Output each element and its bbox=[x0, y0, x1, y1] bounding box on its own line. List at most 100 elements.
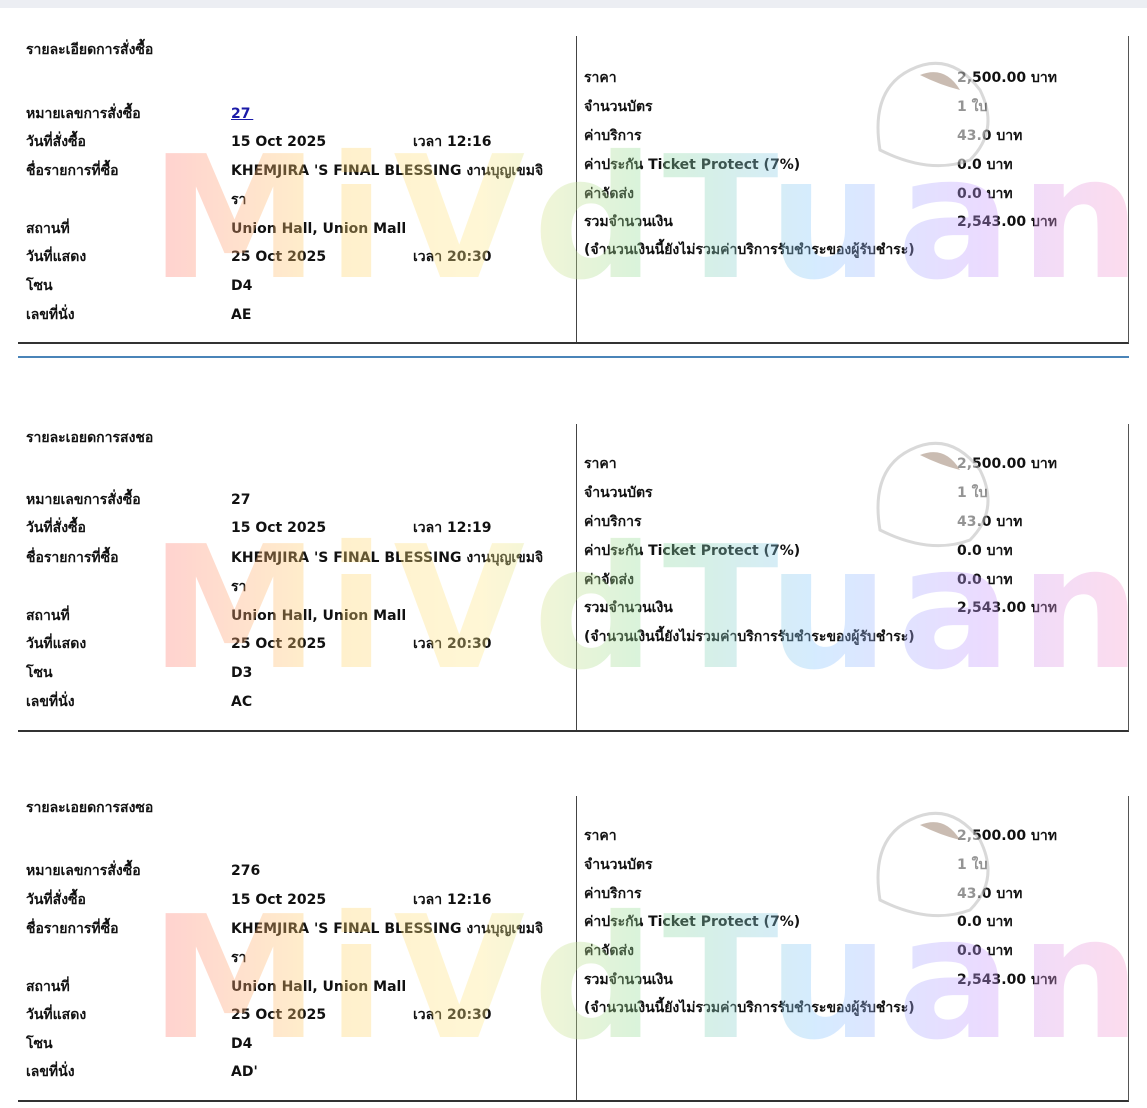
venue-label: สถานที่ bbox=[26, 608, 70, 624]
venue-label: สถานที่ bbox=[26, 979, 70, 995]
price-details-column: ราคา 2,500.00 บาท จำนวนบัตร 1 ใบ ค่าบริก… bbox=[576, 424, 1130, 730]
qty-value: 1 ใบ bbox=[957, 485, 988, 501]
order-details-column: รายละเอยดการสงซอ หมายเลขการสั่งซื้อ 276 … bbox=[18, 796, 576, 1100]
qty-label: จำนวนบัตร bbox=[584, 99, 653, 115]
service-label: ค่าบริการ bbox=[584, 886, 642, 902]
order-details-column: รายละเอียดการสั่งซื้อ หมายเลขการสั่งซื้อ… bbox=[18, 36, 576, 342]
order-no-value: 276 bbox=[231, 863, 261, 879]
order-time-value: เวลา 12:16 bbox=[413, 134, 492, 150]
seat-label: เลขที่นั่ง bbox=[26, 307, 75, 323]
price-value: 2,500.00 บาท bbox=[957, 456, 1057, 472]
price-label: ราคา bbox=[584, 456, 617, 472]
shipping-value: 0.0 บาท bbox=[957, 943, 1013, 959]
total-label: รวมจำนวนเงิน bbox=[584, 600, 673, 616]
order-date-value: 15 Oct 2025 bbox=[231, 892, 327, 908]
order-no-value: 27 bbox=[231, 492, 254, 508]
price-label: ราคา bbox=[584, 828, 617, 844]
total-value: 2,543.00 บาท bbox=[957, 600, 1057, 616]
order-time-value: เวลา 12:16 bbox=[413, 892, 492, 908]
shipping-label: ค่าจัดส่ง bbox=[584, 572, 634, 588]
seat-value: AC bbox=[231, 694, 253, 710]
service-label: ค่าบริการ bbox=[584, 514, 642, 530]
section-header: รายละเอยดการสงชอ bbox=[26, 430, 154, 446]
price-details-column: ราคา 2,500.00 บาท จำนวนบัตร 1 ใบ ค่าบริก… bbox=[576, 796, 1130, 1100]
item-label: ชื่อรายการที่ซื้อ bbox=[26, 550, 119, 566]
shipping-label: ค่าจัดส่ง bbox=[584, 186, 634, 202]
zone-label: โซน bbox=[26, 278, 53, 294]
seat-value: AE bbox=[231, 307, 255, 323]
order-no-label: หมายเลขการสั่งซื้อ bbox=[26, 106, 141, 122]
item-name-line1: KHEMJIRA 'S FINAL BLESSING งานบุญเขมจิ bbox=[231, 163, 544, 179]
price-label: ราคา bbox=[584, 70, 617, 86]
ticket-separator bbox=[18, 356, 1129, 358]
service-label: ค่าบริการ bbox=[584, 128, 642, 144]
total-label: รวมจำนวนเงิน bbox=[584, 972, 673, 988]
zone-label: โซน bbox=[26, 1036, 53, 1052]
zone-value: D3 bbox=[231, 665, 253, 681]
insurance-value: 0.0 บาท bbox=[957, 914, 1013, 930]
price-value: 2,500.00 บาท bbox=[957, 70, 1057, 86]
seat-value: AD' bbox=[231, 1064, 258, 1080]
show-date-label: วันที่แสดง bbox=[26, 636, 87, 652]
order-no-link[interactable]: 27 bbox=[231, 106, 254, 122]
shipping-value: 0.0 บาท bbox=[957, 186, 1013, 202]
order-date-value: 15 Oct 2025 bbox=[231, 520, 327, 536]
show-date-value: 25 Oct 2025 bbox=[231, 249, 327, 265]
seat-label: เลขที่นั่ง bbox=[26, 1064, 75, 1080]
insurance-value: 0.0 บาท bbox=[957, 543, 1013, 559]
item-label: ชื่อรายการที่ซื้อ bbox=[26, 921, 119, 937]
service-value: 43.0 บาท bbox=[957, 514, 1023, 530]
show-date-value: 25 Oct 2025 bbox=[231, 636, 327, 652]
item-name-line1: KHEMJIRA 'S FINAL BLESSING งานบุญเขมจิ bbox=[231, 550, 544, 566]
insurance-label: ค่าประกัน Ticket Protect (7%) bbox=[584, 157, 801, 173]
venue-value: Union Hall, Union Mall bbox=[231, 221, 407, 237]
ticket-panel-1: รายละเอียดการสั่งซื้อ หมายเลขการสั่งซื้อ… bbox=[18, 36, 1129, 344]
order-date-label: วันที่สั่งซื้อ bbox=[26, 892, 86, 908]
item-name-line2: รา bbox=[231, 579, 247, 595]
order-no-label: หมายเลขการสั่งซื้อ bbox=[26, 492, 141, 508]
order-date-label: วันที่สั่งซื้อ bbox=[26, 134, 86, 150]
show-time-value: เวลา 20:30 bbox=[413, 636, 492, 652]
fee-note: (จำนวนเงินนี้ยังไม่รวมค่าบริการรับชำระขอ… bbox=[584, 242, 915, 258]
item-name-line1: KHEMJIRA 'S FINAL BLESSING งานบุญเขมจิ bbox=[231, 921, 544, 937]
shipping-label: ค่าจัดส่ง bbox=[584, 943, 634, 959]
order-details-column: รายละเอยดการสงชอ หมายเลขการสั่งซื้อ 27 ว… bbox=[18, 424, 576, 730]
fee-note: (จำนวนเงินนี้ยังไม่รวมค่าบริการรับชำระขอ… bbox=[584, 629, 915, 645]
order-time-value: เวลา 12:19 bbox=[413, 520, 492, 536]
item-label: ชื่อรายการที่ซื้อ bbox=[26, 163, 119, 179]
show-time-value: เวลา 20:30 bbox=[413, 249, 492, 265]
seat-label: เลขที่นั่ง bbox=[26, 694, 75, 710]
zone-label: โซน bbox=[26, 665, 53, 681]
ticket-panel-2: รายละเอยดการสงชอ หมายเลขการสั่งซื้อ 27 ว… bbox=[18, 424, 1129, 732]
price-value: 2,500.00 บาท bbox=[957, 828, 1057, 844]
item-name-line2: รา bbox=[231, 950, 247, 966]
zone-value: D4 bbox=[231, 1036, 253, 1052]
section-header: รายละเอยดการสงซอ bbox=[26, 800, 154, 816]
qty-label: จำนวนบัตร bbox=[584, 857, 653, 873]
venue-value: Union Hall, Union Mall bbox=[231, 608, 407, 624]
price-details-column: ราคา 2,500.00 บาท จำนวนบัตร 1 ใบ ค่าบริก… bbox=[576, 36, 1130, 342]
qty-value: 1 ใบ bbox=[957, 857, 988, 873]
shipping-value: 0.0 บาท bbox=[957, 572, 1013, 588]
top-bar bbox=[0, 0, 1147, 8]
insurance-value: 0.0 บาท bbox=[957, 157, 1013, 173]
qty-value: 1 ใบ bbox=[957, 99, 988, 115]
show-time-value: เวลา 20:30 bbox=[413, 1007, 492, 1023]
order-date-value: 15 Oct 2025 bbox=[231, 134, 327, 150]
service-value: 43.0 บาท bbox=[957, 128, 1023, 144]
fee-note: (จำนวนเงินนี้ยังไม่รวมค่าบริการรับชำระขอ… bbox=[584, 1000, 915, 1016]
show-date-value: 25 Oct 2025 bbox=[231, 1007, 327, 1023]
order-date-label: วันที่สั่งซื้อ bbox=[26, 520, 86, 536]
total-value: 2,543.00 บาท bbox=[957, 972, 1057, 988]
insurance-label: ค่าประกัน Ticket Protect (7%) bbox=[584, 914, 801, 930]
venue-value: Union Hall, Union Mall bbox=[231, 979, 407, 995]
venue-label: สถานที่ bbox=[26, 221, 70, 237]
show-date-label: วันที่แสดง bbox=[26, 249, 87, 265]
zone-value: D4 bbox=[231, 278, 253, 294]
total-value: 2,543.00 บาท bbox=[957, 214, 1057, 230]
ticket-panel-3: รายละเอยดการสงซอ หมายเลขการสั่งซื้อ 276 … bbox=[18, 796, 1129, 1102]
section-header: รายละเอียดการสั่งซื้อ bbox=[26, 42, 154, 58]
show-date-label: วันที่แสดง bbox=[26, 1007, 87, 1023]
item-name-line2: รา bbox=[231, 192, 247, 208]
insurance-label: ค่าประกัน Ticket Protect (7%) bbox=[584, 543, 801, 559]
